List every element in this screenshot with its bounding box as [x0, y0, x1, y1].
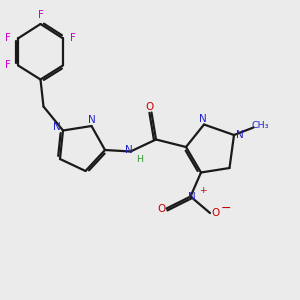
Text: N: N [53, 122, 61, 132]
Text: N: N [125, 145, 133, 155]
Text: −: − [220, 202, 231, 215]
Text: O: O [146, 101, 154, 112]
Text: N: N [88, 115, 96, 125]
Text: F: F [5, 60, 11, 70]
Text: +: + [199, 186, 207, 195]
Text: O: O [211, 208, 220, 218]
Text: F: F [5, 33, 11, 43]
Text: F: F [70, 33, 76, 43]
Text: N: N [188, 191, 196, 202]
Text: N: N [236, 130, 243, 140]
Text: CH₃: CH₃ [251, 122, 269, 130]
Text: O: O [158, 203, 166, 214]
Text: N: N [199, 114, 206, 124]
Text: F: F [38, 10, 44, 20]
Text: H: H [136, 154, 143, 164]
